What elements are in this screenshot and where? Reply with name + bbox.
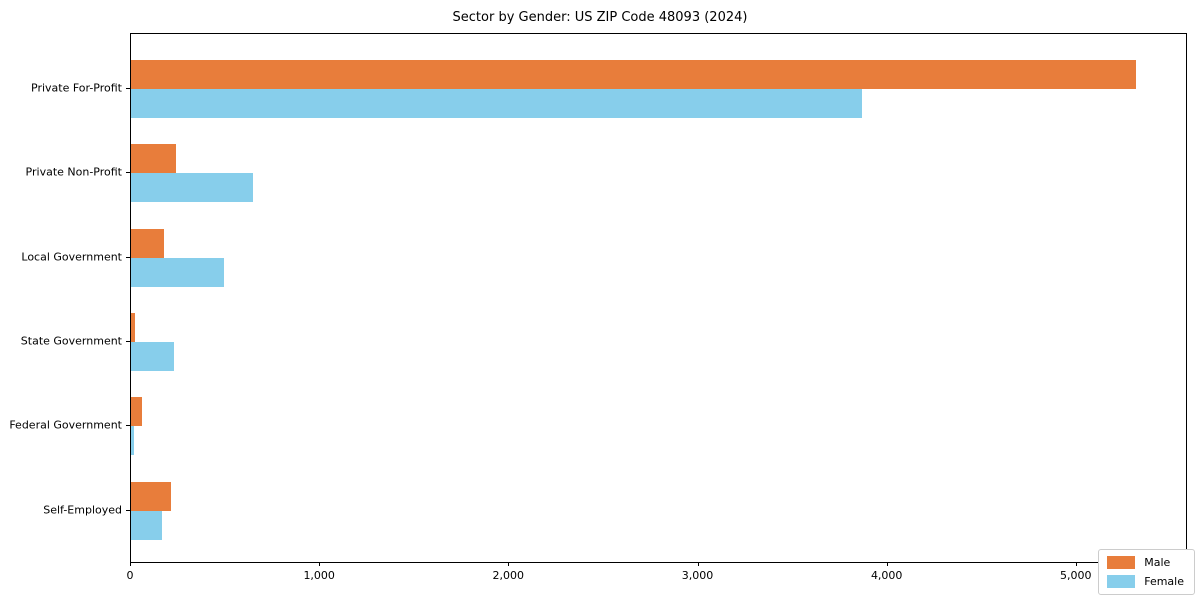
bar-female-private-for-profit [131, 89, 862, 118]
x-tick-label-3-000: 3,000 [681, 569, 714, 582]
y-axis-label-local-government: Local Government [21, 250, 122, 264]
legend-label-male: Male [1144, 556, 1171, 569]
bar-female-self-employed [131, 510, 162, 540]
bar-male-federal-government [131, 397, 142, 427]
legend-label-female: Female [1144, 575, 1184, 588]
bar-male-private-for-profit [131, 60, 1136, 89]
bar-male-local-government [131, 228, 164, 258]
y-tick [126, 88, 130, 89]
bar-female-federal-government [131, 426, 134, 456]
x-tick-label-4-000: 4,000 [870, 569, 903, 582]
x-tick-label-0: 0 [126, 569, 134, 582]
y-tick [126, 340, 130, 342]
x-tick-label-2-000: 2,000 [492, 569, 525, 582]
bar-female-local-government [131, 257, 225, 287]
bar-female-private-non-profit [131, 173, 253, 203]
bar-male-state-government [131, 312, 135, 342]
legend-item-male: Male [1107, 556, 1184, 569]
x-tick [130, 562, 131, 566]
y-tick [126, 172, 130, 174]
bar-female-state-government [131, 341, 174, 371]
y-tick [126, 425, 130, 427]
x-tick [508, 562, 510, 566]
bar-male-private-non-profit [131, 144, 176, 174]
bar-male-self-employed [131, 481, 171, 511]
y-tick [126, 256, 130, 258]
legend-swatch-female [1107, 575, 1136, 588]
x-tick [697, 562, 699, 566]
y-axis-label-private-non-profit: Private Non-Profit [25, 165, 122, 179]
x-tick [886, 562, 888, 566]
x-tick-label-1-000: 1,000 [303, 569, 335, 582]
legend-swatch-male [1107, 556, 1136, 569]
y-axis-label-private-for-profit: Private For-Profit [31, 81, 122, 95]
plot-area [130, 33, 1187, 563]
legend-item-female: Female [1107, 575, 1184, 588]
x-tick-label-5-000: 5,000 [1060, 569, 1092, 582]
y-tick [126, 509, 130, 511]
y-axis-label-state-government: State Government [20, 334, 122, 348]
y-axis-label-federal-government: Federal Government [9, 418, 122, 432]
legend: Male Female [1098, 549, 1195, 595]
x-tick [319, 562, 321, 566]
chart-title: Sector by Gender: US ZIP Code 48093 (202… [452, 10, 748, 25]
x-tick [1075, 562, 1077, 566]
y-axis-label-self-employed: Self-Employed [43, 503, 122, 517]
